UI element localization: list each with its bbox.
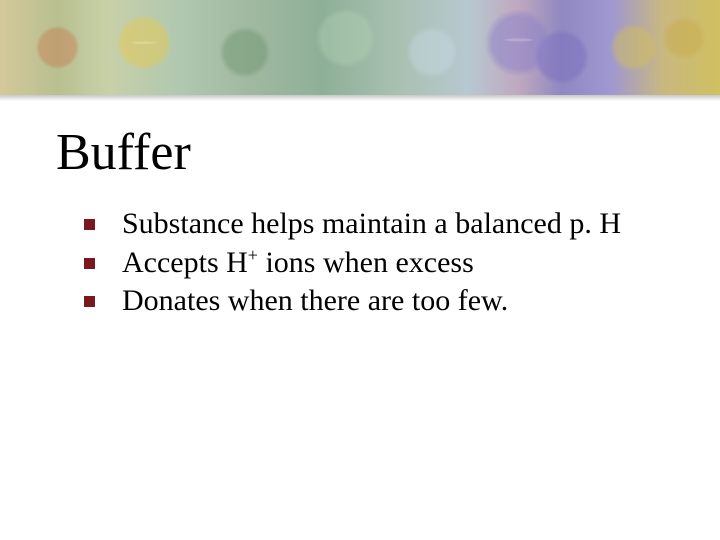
square-bullet-icon [84,258,95,269]
bullet-text: Substance helps maintain a balanced p. H [122,207,621,240]
decorative-banner [0,0,720,95]
bullet-list: Substance helps maintain a balanced p. H… [56,206,680,320]
bullet-text: Accepts H+ ions when excess [122,246,474,279]
list-item: Accepts H+ ions when excess [84,245,680,282]
list-item: Donates when there are too few. [84,283,680,320]
bullet-text: Donates when there are too few. [122,284,508,317]
list-item: Substance helps maintain a balanced p. H [84,206,680,243]
square-bullet-icon [84,296,95,307]
slide-title: Buffer [56,123,680,182]
slide-content: Buffer Substance helps maintain a balanc… [0,101,720,320]
square-bullet-icon [84,219,95,230]
